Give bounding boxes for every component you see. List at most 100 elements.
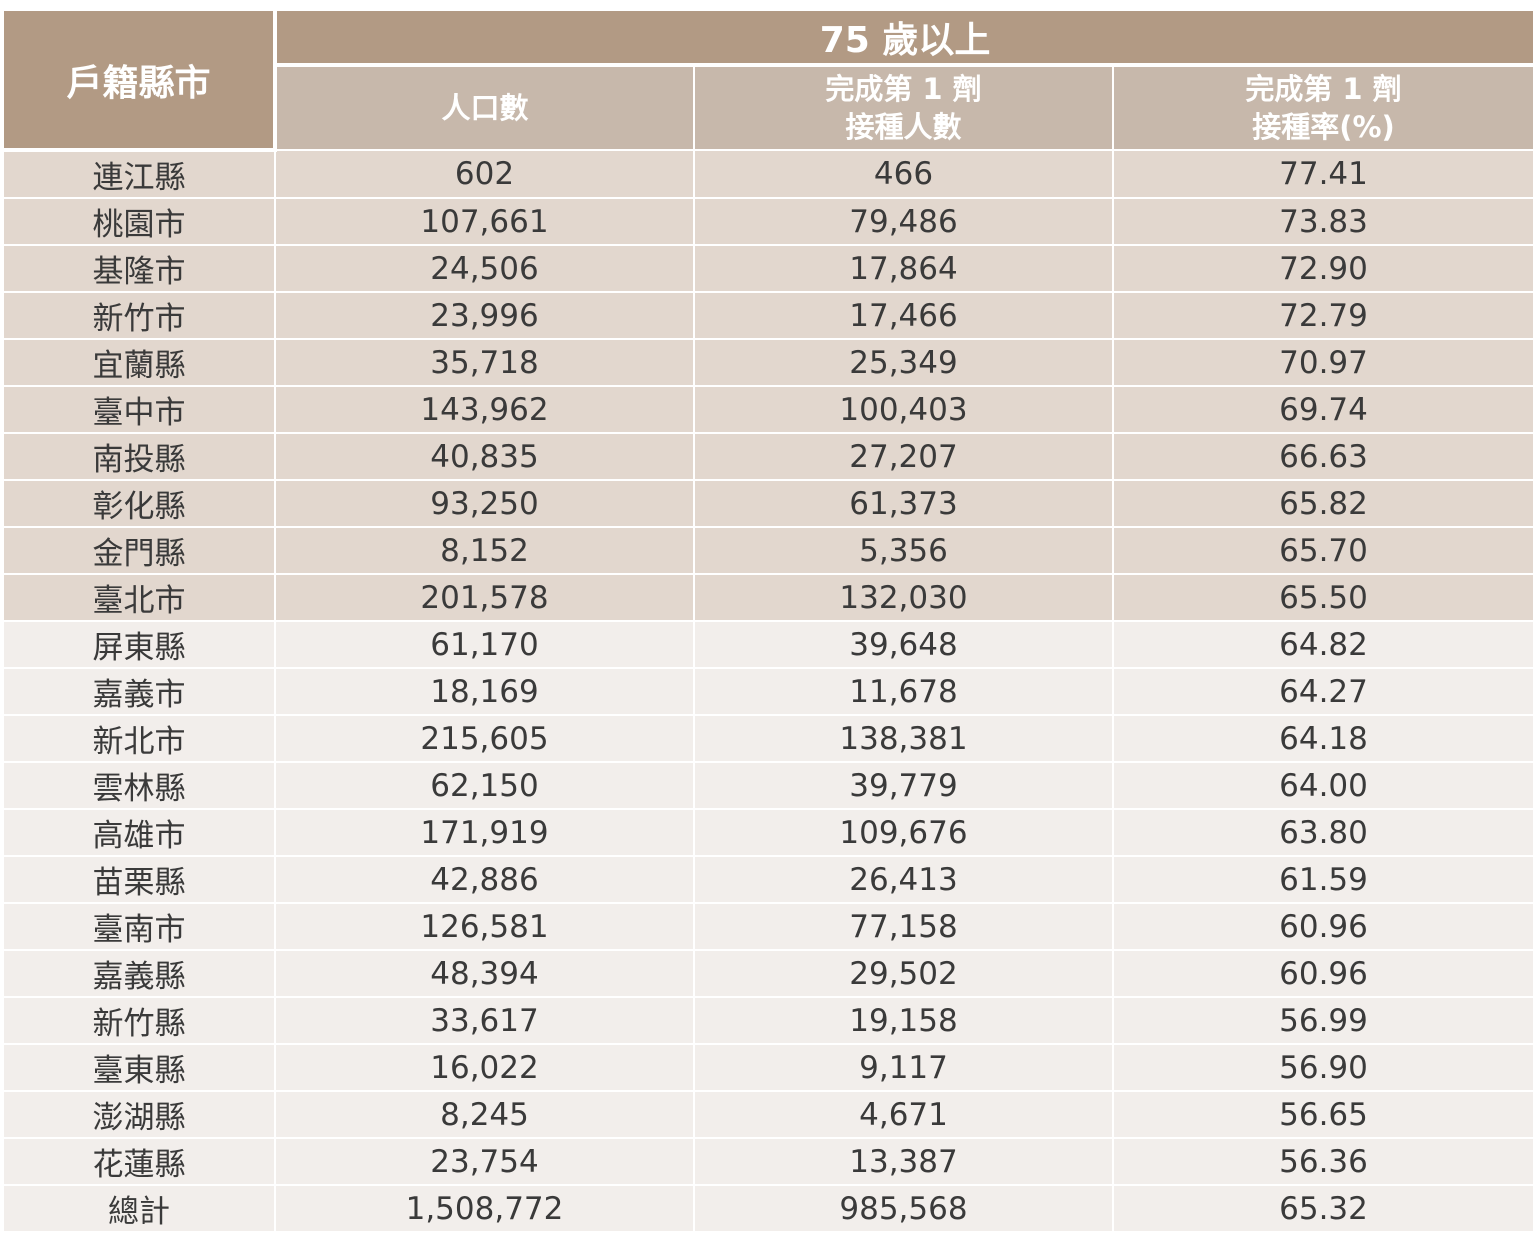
county-cell: 臺中市 [2, 385, 276, 434]
column-header-line: 完成第 1 劑 [825, 72, 982, 106]
county-cell: 彰化縣 [2, 479, 276, 528]
table-row: 新竹市 23,996 17,466 72.79 [2, 291, 1536, 340]
county-cell: 基隆市 [2, 244, 276, 293]
table-row: 臺東縣 16,022 9,117 56.90 [2, 1043, 1536, 1092]
value-cell: 72.79 [1111, 291, 1536, 340]
value-cell: 171,919 [274, 808, 695, 857]
county-cell: 嘉義縣 [2, 949, 276, 998]
value-cell: 25,349 [693, 338, 1114, 387]
value-cell: 73.83 [1111, 197, 1536, 246]
column-header-line: 接種率(%) [1252, 110, 1395, 144]
value-cell: 93,250 [274, 479, 695, 528]
value-cell: 27,207 [693, 432, 1114, 481]
value-cell: 16,022 [274, 1043, 695, 1092]
county-cell: 雲林縣 [2, 761, 276, 810]
county-cell: 新北市 [2, 714, 276, 763]
county-cell: 嘉義市 [2, 667, 276, 716]
value-cell: 13,387 [693, 1137, 1114, 1186]
value-cell: 65.70 [1111, 526, 1536, 575]
value-cell: 143,962 [274, 385, 695, 434]
value-cell: 64.82 [1111, 620, 1536, 669]
header-row: 人口數 完成第 1 劑接種人數 完成第 1 劑接種率(%) [3, 63, 1536, 151]
value-cell: 26,413 [693, 855, 1114, 904]
value-cell: 64.18 [1111, 714, 1536, 763]
value-cell: 39,779 [693, 761, 1114, 810]
value-cell: 4,671 [693, 1090, 1114, 1139]
county-cell: 高雄市 [2, 808, 276, 857]
table-row: 新北市 215,605 138,381 64.18 [2, 714, 1536, 763]
value-cell: 56.36 [1111, 1137, 1536, 1186]
value-cell: 5,356 [693, 526, 1114, 575]
value-cell: 66.63 [1111, 432, 1536, 481]
value-cell: 69.74 [1111, 385, 1536, 434]
county-cell: 花蓮縣 [2, 1137, 276, 1186]
county-cell: 新竹縣 [2, 996, 276, 1045]
county-cell: 臺北市 [2, 573, 276, 622]
value-cell: 70.97 [1111, 338, 1536, 387]
value-cell: 107,661 [274, 197, 695, 246]
value-cell: 35,718 [274, 338, 695, 387]
value-cell: 602 [274, 149, 695, 199]
value-cell: 56.65 [1111, 1090, 1536, 1139]
page: 戶籍縣市 75 歲以上 人口數 完成第 1 劑接種人數 完成第 1 劑接種率(%) … [2, 9, 1536, 1233]
value-cell: 65.32 [1111, 1184, 1536, 1233]
header-row: 戶籍縣市 75 歲以上 [2, 9, 1536, 152]
value-cell: 24,506 [274, 244, 695, 293]
table-row: 南投縣 40,835 27,207 66.63 [2, 432, 1536, 481]
value-cell: 109,676 [693, 808, 1114, 857]
value-cell: 985,568 [693, 1184, 1114, 1233]
table-row: 雲林縣 62,150 39,779 64.00 [2, 761, 1536, 810]
value-cell: 64.00 [1111, 761, 1536, 810]
table-header: 戶籍縣市 75 歲以上 人口數 完成第 1 劑接種人數 完成第 1 劑接種率(%) [2, 9, 1536, 152]
value-cell: 60.96 [1111, 949, 1536, 998]
county-cell: 連江縣 [2, 149, 276, 199]
county-cell: 澎湖縣 [2, 1090, 276, 1139]
value-cell: 201,578 [274, 573, 695, 622]
table-row: 基隆市 24,506 17,864 72.90 [2, 244, 1536, 293]
value-cell: 132,030 [693, 573, 1114, 622]
value-cell: 466 [693, 149, 1114, 199]
county-cell: 南投縣 [2, 432, 276, 481]
column-header: 完成第 1 劑接種率(%) [1111, 63, 1536, 151]
table-row: 高雄市 171,919 109,676 63.80 [2, 808, 1536, 857]
value-cell: 64.27 [1111, 667, 1536, 716]
value-cell: 17,864 [693, 244, 1114, 293]
value-cell: 63.80 [1111, 808, 1536, 857]
table-row: 臺中市 143,962 100,403 69.74 [2, 385, 1536, 434]
value-cell: 62,150 [274, 761, 695, 810]
table-row: 金門縣 8,152 5,356 65.70 [2, 526, 1536, 575]
value-cell: 215,605 [274, 714, 695, 763]
value-cell: 9,117 [693, 1043, 1114, 1092]
value-cell: 100,403 [693, 385, 1114, 434]
table-row: 屏東縣 61,170 39,648 64.82 [2, 620, 1536, 669]
table-row: 花蓮縣 23,754 13,387 56.36 [2, 1137, 1536, 1186]
value-cell: 19,158 [693, 996, 1114, 1045]
value-cell: 138,381 [693, 714, 1114, 763]
value-cell: 33,617 [274, 996, 695, 1045]
county-cell: 總計 [2, 1184, 276, 1233]
county-cell: 宜蘭縣 [2, 338, 276, 387]
value-cell: 23,996 [274, 291, 695, 340]
column-header: 完成第 1 劑接種人數 [693, 63, 1114, 151]
header-group: 75 歲以上 [273, 9, 1536, 66]
value-cell: 61,170 [274, 620, 695, 669]
value-cell: 18,169 [274, 667, 695, 716]
table-row: 彰化縣 93,250 61,373 65.82 [2, 479, 1536, 528]
value-cell: 77,158 [693, 902, 1114, 951]
value-cell: 29,502 [693, 949, 1114, 998]
value-cell: 42,886 [274, 855, 695, 904]
column-header: 人口數 [274, 63, 695, 151]
value-cell: 61,373 [693, 479, 1114, 528]
table-row: 宜蘭縣 35,718 25,349 70.97 [2, 338, 1536, 387]
value-cell: 17,466 [693, 291, 1114, 340]
county-cell: 臺東縣 [2, 1043, 276, 1092]
value-cell: 79,486 [693, 197, 1114, 246]
value-cell: 48,394 [274, 949, 695, 998]
table-row: 嘉義縣 48,394 29,502 60.96 [2, 949, 1536, 998]
value-cell: 77.41 [1111, 149, 1536, 199]
value-cell: 56.90 [1111, 1043, 1536, 1092]
value-cell: 8,245 [274, 1090, 695, 1139]
table-row: 總計 1,508,772 985,568 65.32 [2, 1184, 1536, 1233]
value-cell: 40,835 [274, 432, 695, 481]
value-cell: 39,648 [693, 620, 1114, 669]
